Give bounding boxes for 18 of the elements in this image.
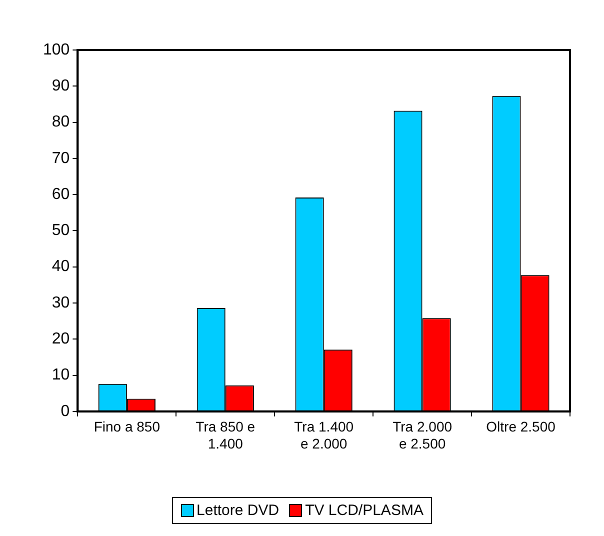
- y-tick-label: 60: [52, 186, 70, 203]
- y-tick-label: 30: [52, 294, 70, 312]
- y-tick-label: 80: [52, 114, 70, 131]
- x-tick-label: Tra 850 e 1.400: [196, 418, 256, 452]
- y-tick-label: 40: [52, 258, 70, 276]
- y-tick-label: 0: [60, 402, 70, 420]
- legend-label: TV LCD/PLASMA: [305, 502, 424, 519]
- y-tick-label: 10: [52, 366, 70, 384]
- x-tick-label: Fino a 850: [94, 418, 160, 435]
- y-tick-label: 100: [42, 41, 70, 58]
- y-tick-label: 50: [52, 222, 70, 240]
- y-tick-label: 70: [52, 150, 70, 167]
- x-tick-label: Oltre 2.500: [486, 418, 556, 435]
- y-tick-label: 20: [52, 330, 70, 348]
- y-tick-label: 90: [52, 78, 70, 95]
- legend-label: Lettore DVD: [196, 502, 280, 519]
- x-tick-label: Tra 1.400 e 2.000: [294, 418, 354, 452]
- x-tick-label: Tra 2.000 e 2.500: [392, 418, 452, 452]
